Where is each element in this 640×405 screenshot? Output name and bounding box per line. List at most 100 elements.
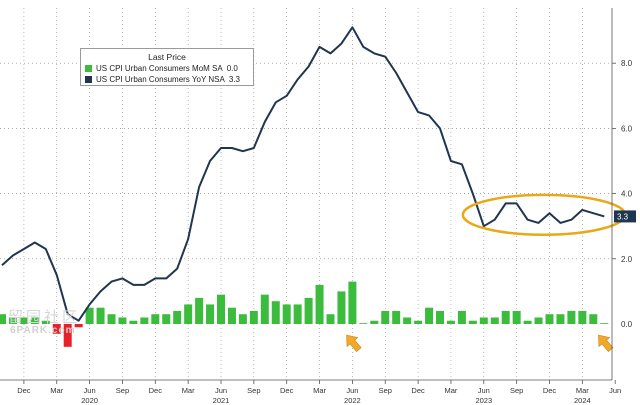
mom-bar — [8, 317, 17, 324]
mom-bar — [107, 314, 116, 324]
mom-bar — [512, 310, 521, 324]
x-tick-label: Mar — [313, 386, 326, 395]
mom-bar — [304, 297, 313, 324]
legend-value-yoy: 3.3 — [228, 75, 240, 84]
legend-label-yoy: US CPI Urban Consumers YoY NSA — [96, 75, 225, 84]
mom-bar — [129, 320, 138, 324]
x-tick-label: Sep — [379, 386, 392, 395]
mom-bar — [184, 304, 193, 324]
mom-bar — [96, 307, 105, 324]
mom-bar — [140, 317, 149, 324]
mom-bar — [206, 304, 215, 324]
legend-swatch-mom — [85, 65, 92, 72]
mom-bar — [85, 307, 94, 324]
arrow-shape — [346, 334, 362, 353]
x-tick-label: Dec — [411, 386, 425, 395]
legend-item-yoy: US CPI Urban Consumers YoY NSA 3.3 — [85, 75, 253, 84]
mom-bar — [578, 310, 587, 324]
x-tick-label: Mar — [576, 386, 589, 395]
mom-bar — [425, 307, 434, 324]
highlight-arrow — [598, 334, 614, 353]
mom-bar — [151, 314, 160, 324]
mom-bar — [162, 314, 171, 324]
mom-bar — [249, 310, 258, 324]
mom-bar — [370, 320, 379, 324]
mom-bar-series — [0, 281, 609, 347]
y-tick-label: 8.0 — [621, 59, 633, 68]
mom-bar — [490, 317, 499, 324]
mom-bar — [589, 314, 598, 324]
mom-bar — [118, 317, 127, 324]
x-tick-label: Mar — [444, 386, 457, 395]
mom-bar — [227, 307, 236, 324]
watermark-glyphs: 留园社区 — [8, 308, 81, 326]
x-tick-label: Sep — [247, 386, 260, 395]
y-tick-label: 4.0 — [621, 190, 633, 199]
mom-bar — [271, 301, 280, 324]
x-tick-label: Jun — [84, 386, 96, 395]
mom-bar — [403, 317, 412, 324]
watermark-text: 6PARK.com — [10, 325, 76, 336]
mom-bar — [414, 320, 423, 324]
mom-bar — [392, 310, 401, 324]
yoy-line — [1, 26, 605, 322]
legend-title: Last Price — [148, 52, 186, 62]
highlight-arrow — [346, 334, 362, 353]
mom-bar — [600, 323, 609, 324]
mom-bar — [534, 317, 543, 324]
mom-bar — [381, 310, 390, 324]
legend-label-mom: US CPI Urban Consumers MoM SA — [96, 64, 223, 73]
mom-bar — [173, 310, 182, 324]
mom-bar — [501, 310, 510, 324]
x-tick-label: Dec — [17, 386, 31, 395]
x-tick-label: Jun — [215, 386, 227, 395]
mom-bar — [326, 314, 335, 324]
x-tick-label: Mar — [182, 386, 195, 395]
mom-bar — [556, 314, 565, 324]
mom-bar — [348, 281, 357, 324]
annotation-layer — [346, 193, 627, 353]
mom-bar-negative — [52, 324, 61, 334]
last-value-tag — [614, 210, 636, 223]
y-tick-label: 2.0 — [621, 255, 633, 264]
mom-bar — [0, 314, 6, 324]
x-year-label: 2020 — [81, 396, 98, 405]
mom-bar — [238, 314, 247, 324]
legend-item-mom: US CPI Urban Consumers MoM SA 0.0 — [85, 64, 253, 73]
mom-bar-negative — [63, 324, 72, 347]
mom-bar — [260, 294, 269, 324]
arrow-shape — [598, 334, 614, 353]
x-year-label: 2024 — [574, 396, 591, 405]
mom-bar — [19, 317, 28, 324]
axis-layer: 2.0 4.0 6.0 8.0 0.0 3.3 Dec Mar Jun Sep Dec Mar Jun S… — [0, 8, 636, 405]
x-tick-label: Dec — [280, 386, 294, 395]
mom-bar — [523, 320, 532, 324]
last-value-label: 3.3 — [617, 212, 629, 221]
x-tick-label: Sep — [116, 386, 129, 395]
mom-bar — [30, 317, 39, 324]
mom-bar — [315, 284, 324, 324]
legend: Last Price US CPI Urban Consumers MoM SA… — [80, 48, 254, 86]
x-tick-label: Dec — [543, 386, 557, 395]
x-tick-label: Jun — [609, 386, 621, 395]
mom-bar — [337, 291, 346, 324]
mom-bar — [457, 310, 466, 324]
y-zero-label: 0.0 — [621, 320, 633, 329]
mom-bar — [293, 304, 302, 324]
legend-value-mom: 0.0 — [226, 64, 238, 73]
mom-bar — [567, 310, 576, 324]
mom-bar — [217, 294, 225, 324]
mom-bar-negative — [74, 324, 83, 328]
legend-swatch-yoy — [85, 76, 92, 83]
mom-bar — [446, 320, 455, 324]
mom-bar — [195, 297, 204, 324]
mom-bar — [479, 317, 488, 324]
x-tick-label: Jun — [346, 386, 358, 395]
x-tick-label: Mar — [50, 386, 63, 395]
y-tick-label: 6.0 — [621, 124, 633, 133]
mom-bar — [436, 310, 444, 324]
mom-bar — [41, 320, 50, 324]
mom-bar — [359, 323, 368, 324]
x-tick-label: Jun — [478, 386, 490, 395]
